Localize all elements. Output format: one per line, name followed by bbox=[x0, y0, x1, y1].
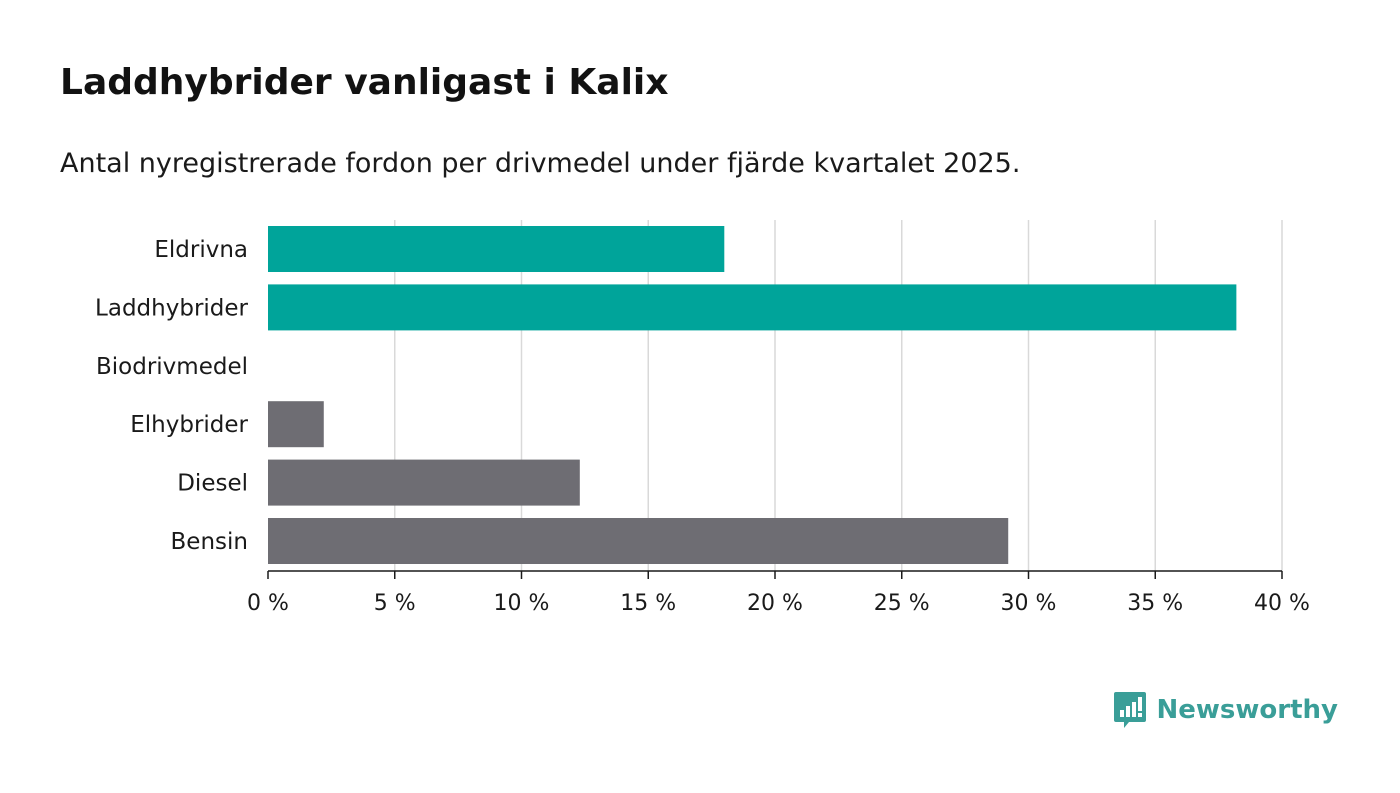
brand-name: Newsworthy bbox=[1156, 695, 1338, 725]
newsworthy-logo-icon bbox=[1113, 692, 1146, 728]
x-tick-label: 15 % bbox=[620, 591, 676, 616]
x-axis: 0 % 5 % 10 % 15 % 20 % 25 % 30 % 35 % 40 % bbox=[247, 570, 1310, 616]
category-label: Eldrivna bbox=[154, 237, 248, 263]
x-tick-label: 40 % bbox=[1254, 591, 1310, 616]
category-label: Diesel bbox=[177, 471, 248, 497]
bars bbox=[268, 226, 1237, 564]
x-tick-label: 25 % bbox=[874, 591, 930, 616]
bar bbox=[268, 518, 1009, 564]
x-tick-label: 0 % bbox=[247, 591, 289, 616]
bar bbox=[268, 401, 324, 448]
category-label: Biodrivmedel bbox=[96, 354, 248, 380]
x-tick-label: 20 % bbox=[747, 591, 803, 616]
x-tick-label: 5 % bbox=[374, 591, 416, 616]
x-tick-label: 10 % bbox=[494, 591, 550, 616]
category-label: Bensin bbox=[171, 529, 248, 555]
newsworthy-brand: Newsworthy bbox=[1113, 690, 1338, 730]
bar bbox=[268, 459, 580, 506]
x-tick-label: 35 % bbox=[1127, 591, 1183, 616]
bar bbox=[268, 226, 725, 272]
category-labels: Eldrivna Laddhybrider Biodrivmedel Elhybrid… bbox=[95, 237, 248, 555]
x-tick-label: 30 % bbox=[1001, 591, 1057, 616]
category-label: Laddhybrider bbox=[95, 295, 248, 321]
chart-subtitle: Antal nyregistrerade fordon per drivmede… bbox=[60, 148, 1021, 179]
category-label: Elhybrider bbox=[130, 412, 248, 438]
chart-title: Laddhybrider vanligast i Kalix bbox=[60, 62, 669, 103]
bar bbox=[268, 284, 1237, 331]
grid-lines bbox=[394, 220, 1283, 571]
